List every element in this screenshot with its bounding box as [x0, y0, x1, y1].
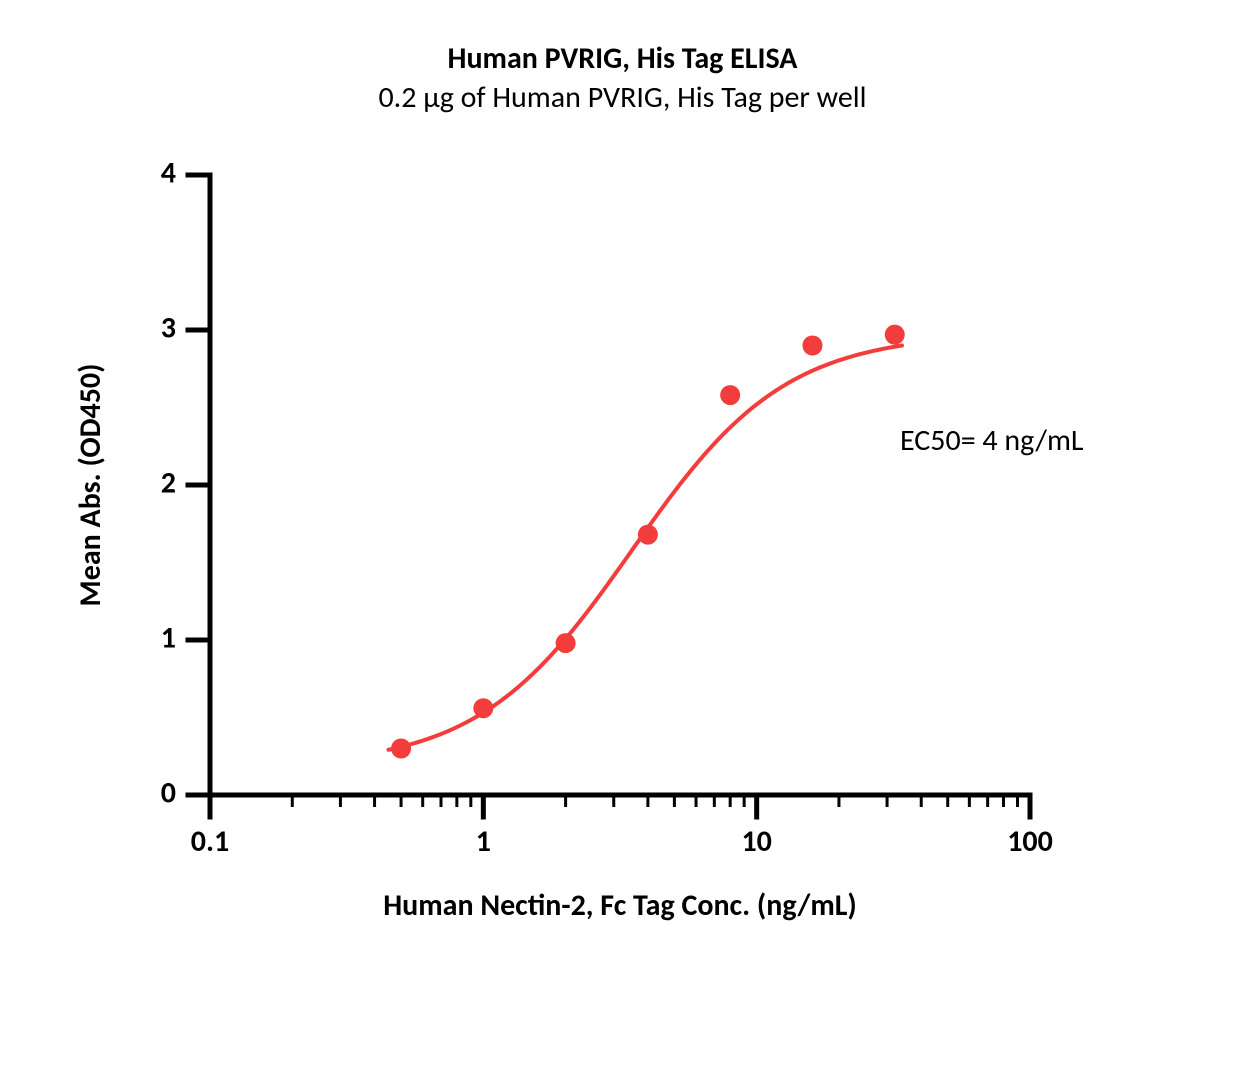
data-point [638, 525, 658, 545]
curve-group [389, 346, 902, 750]
y-tick-label: 2 [161, 464, 176, 501]
data-point [391, 739, 411, 759]
y-tick-label: 3 [161, 309, 176, 346]
chart-title-sub: 0.2 μg of Human PVRIG, His Tag per well [0, 79, 1245, 116]
annotation-group: EC50= 4 ng/mL [900, 422, 1084, 459]
labels-group: Mean Abs. (OD450) Human Nectin-2, Fc Tag … [72, 364, 857, 924]
y-axis-label: Mean Abs. (OD450) [72, 364, 109, 607]
data-point [720, 385, 740, 405]
ec50-annotation: EC50= 4 ng/mL [900, 422, 1084, 459]
y-tick-label: 0 [161, 774, 176, 811]
x-axis-label: Human Nectin-2, Fc Tag Conc. (ng/mL) [383, 887, 857, 924]
x-tick-label: 100 [1007, 823, 1053, 860]
data-point [473, 698, 493, 718]
y-tick-label: 4 [161, 154, 176, 191]
points-group [391, 325, 905, 759]
fit-curve [389, 346, 902, 750]
data-point [885, 325, 905, 345]
data-point [556, 633, 576, 653]
x-tick-label: 0.1 [191, 823, 229, 860]
chart-title-main: Human PVRIG, His Tag ELISA [0, 40, 1245, 77]
x-tick-label: 10 [741, 823, 771, 860]
data-point [802, 336, 822, 356]
y-tick-label: 1 [161, 619, 176, 656]
chart-title-block: Human PVRIG, His Tag ELISA 0.2 μg of Hum… [0, 40, 1245, 116]
x-tick-label: 1 [476, 823, 491, 860]
chart-container: Human PVRIG, His Tag ELISA 0.2 μg of Hum… [0, 0, 1245, 1083]
chart-svg: 0 1 2 3 4 0.1 1 10 100 Mean Abs. (OD450) Human Ne… [0, 0, 1245, 1083]
axes-group: 0 1 2 3 4 0.1 1 10 100 [161, 154, 1053, 860]
